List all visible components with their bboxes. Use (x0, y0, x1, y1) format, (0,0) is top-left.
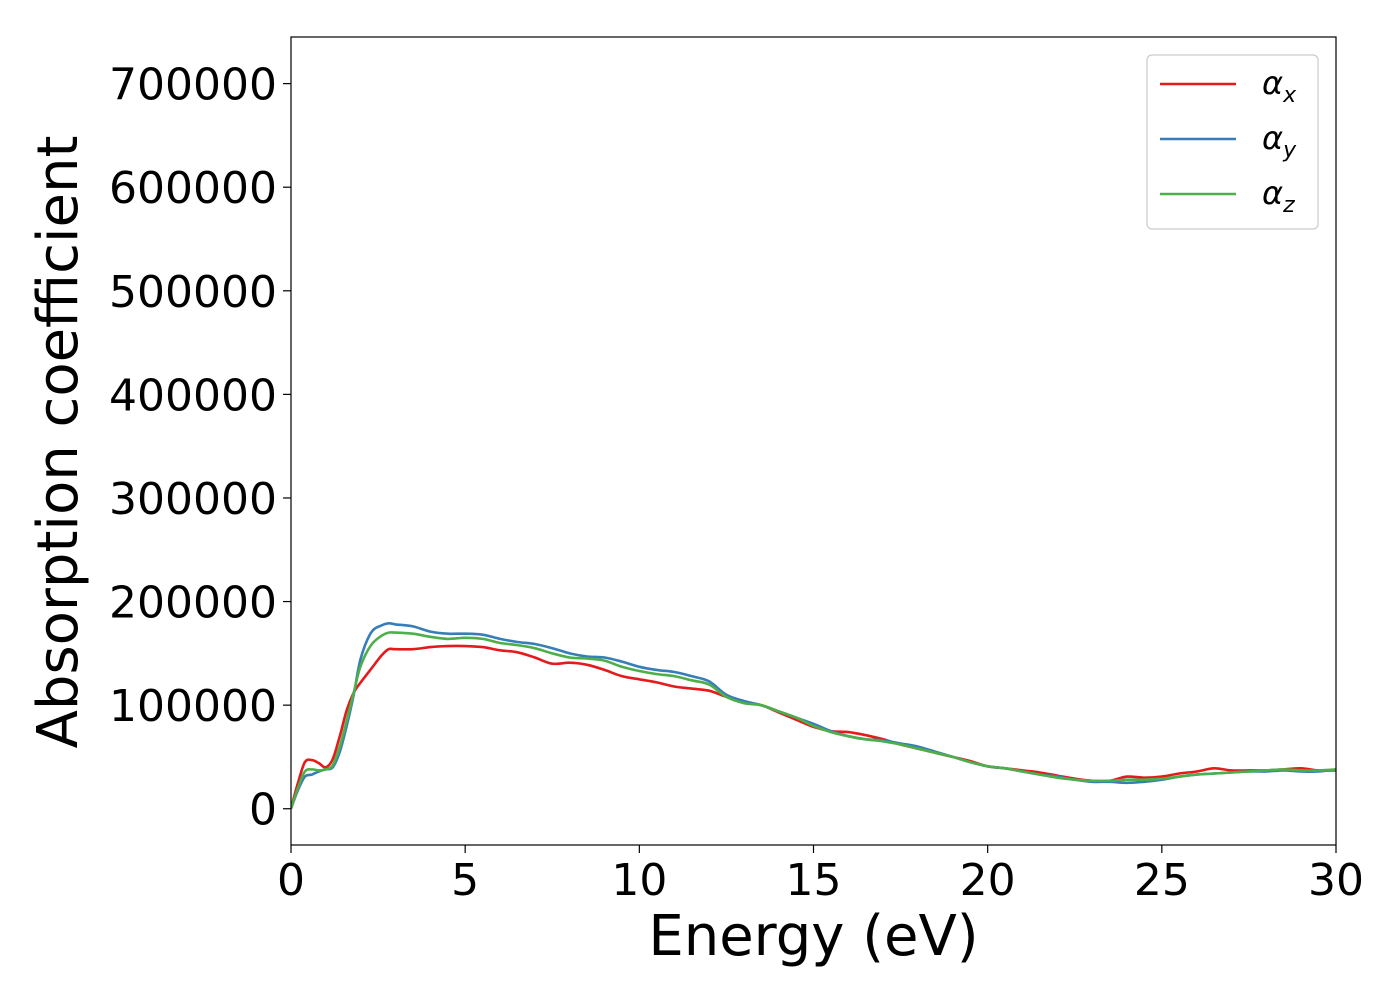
y-tick-label: 400000 (109, 370, 277, 421)
legend-label-x: αx (1262, 64, 1297, 108)
series-line-y (291, 621, 1336, 810)
y-tick-label: 200000 (109, 578, 277, 629)
x-tick-label: 15 (786, 855, 842, 906)
x-tick-label: 0 (277, 855, 305, 906)
y-tick-label: 500000 (109, 267, 277, 318)
legend-box (1146, 54, 1319, 230)
x-axis-title: Energy (eV) (648, 904, 978, 969)
y-axis-title: Absorption coefficient (26, 136, 91, 749)
legend-label-symbol: α (1262, 174, 1283, 212)
series-line-x (291, 644, 1336, 810)
legend-label-z: αz (1262, 174, 1295, 218)
y-tick-label: 300000 (109, 474, 277, 525)
y-tick-label: 700000 (109, 60, 277, 111)
series-line-z (291, 631, 1336, 810)
x-tick-label: 20 (960, 855, 1016, 906)
legend-label-symbol: α (1262, 119, 1283, 157)
y-tick-label: 600000 (109, 163, 277, 214)
legend-label-subscript: z (1282, 193, 1295, 218)
series-layer (291, 621, 1336, 810)
legend-label-y: αy (1262, 119, 1297, 163)
x-tick-label: 25 (1134, 855, 1190, 906)
x-tick-label: 30 (1308, 855, 1364, 906)
x-tick-label: 5 (451, 855, 479, 906)
legend-label-symbol: α (1262, 64, 1283, 102)
y-tick-label: 100000 (109, 681, 277, 732)
legend-label-subscript: x (1282, 83, 1297, 108)
y-tick-label: 0 (249, 785, 277, 836)
ticks-layer: 0 5 10 15 20 25 30 0 100000 200000 300000 400000 500… (109, 60, 1364, 906)
legend-label-subscript: y (1282, 138, 1297, 163)
x-tick-label: 10 (611, 855, 667, 906)
